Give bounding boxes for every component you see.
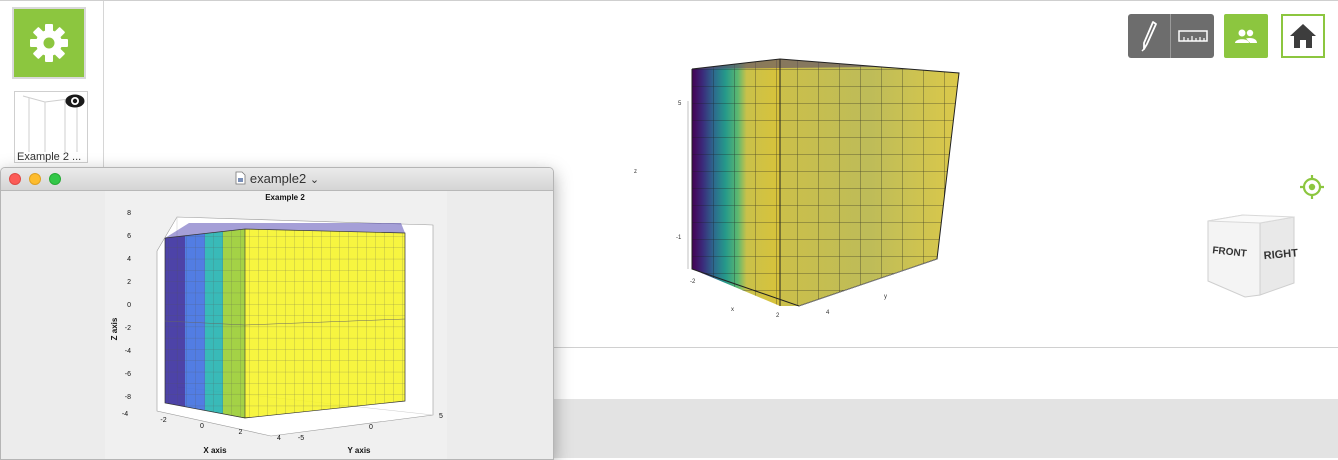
window-title[interactable]: example2 ⌄	[1, 171, 553, 188]
measure-button[interactable]	[1171, 14, 1214, 58]
chevron-down-icon[interactable]: ⌄	[309, 174, 320, 186]
home-button[interactable]	[1281, 14, 1325, 58]
z-tick-label: 8	[127, 210, 131, 217]
viewport-tick-z-mid: -1	[676, 235, 682, 241]
figure-window[interactable]: example2 ⌄	[0, 167, 554, 460]
viewcube-right-label[interactable]: RIGHT	[1263, 247, 1298, 262]
thumbnail-label: Example 2 ...	[17, 151, 82, 163]
collaborators-button[interactable]	[1224, 14, 1268, 58]
z-tick-label: 6	[127, 233, 131, 240]
plot-ylabel: Y axis	[348, 446, 372, 455]
z-tick-label: 2	[127, 279, 131, 286]
x-tick-label: 0	[200, 423, 204, 430]
settings-button[interactable]	[12, 7, 86, 79]
viewcube-front-label[interactable]: FRONT	[1212, 245, 1247, 260]
draw-button[interactable]	[1128, 14, 1171, 58]
view-cube[interactable]: FRONT RIGHT	[1200, 211, 1310, 301]
x-tick-label: 4	[277, 435, 281, 442]
viewport-tick-x-left: -2	[690, 279, 696, 285]
gear-icon	[30, 24, 68, 62]
window-title-text: example2	[249, 171, 307, 186]
plot-xlabel: X axis	[203, 446, 227, 455]
z-tick-label: -6	[125, 371, 131, 378]
pen-icon	[1141, 21, 1157, 52]
viewport-tick-y-mid: 4	[826, 310, 830, 316]
viewport-label-z: z	[634, 169, 637, 175]
eye-icon[interactable]	[65, 94, 85, 113]
ruler-icon	[1177, 30, 1208, 42]
z-tick-label: -4	[125, 348, 131, 355]
users-icon	[1235, 29, 1257, 43]
viewport-tick-z-top: 5	[678, 101, 682, 107]
viewport-label-x: x	[731, 307, 734, 313]
z-tick-label: 0	[127, 302, 131, 309]
document-icon	[235, 171, 246, 188]
locate-icon	[1300, 175, 1324, 199]
viewport-tick-x-mid: 2	[776, 313, 780, 319]
z-tick-label: 4	[127, 256, 131, 263]
y-tick-label: -5	[298, 435, 304, 442]
x-tick-label: -2	[160, 417, 166, 424]
zoom-window-button[interactable]	[49, 173, 61, 185]
window-titlebar[interactable]: example2 ⌄	[1, 168, 553, 191]
volume-top-face	[165, 223, 405, 238]
close-window-button[interactable]	[9, 173, 21, 185]
plot-title: Example 2	[265, 193, 305, 202]
plot-zlabel: Z axis	[110, 317, 119, 340]
y-tick-label: 0	[369, 424, 373, 431]
3d-volume-render: 5 -1 z -2 x 2 4 y	[634, 58, 960, 319]
z-tick-label: -2	[125, 325, 131, 332]
matlab-3d-plot: Example 2 Z axis X axis Y axis 8 6 4 2 0 -2 -4…	[110, 193, 443, 455]
tool-button-group	[1128, 14, 1216, 58]
3d-viewport[interactable]: 5 -1 z -2 x 2 4 y	[104, 1, 1338, 347]
x-tick-label: -4	[122, 411, 128, 418]
viewport-label-y: y	[884, 294, 887, 300]
y-tick-label: 5	[439, 413, 443, 420]
x-tick-label: 2	[239, 429, 243, 436]
locate-button[interactable]	[1298, 173, 1326, 201]
minimize-window-button[interactable]	[29, 173, 41, 185]
home-icon	[1290, 24, 1316, 48]
model-thumbnail[interactable]: Example 2 ...	[14, 91, 88, 163]
figure-canvas: Example 2 Z axis X axis Y axis 8 6 4 2 0 -2 -4…	[105, 191, 447, 459]
z-tick-label: -8	[125, 394, 131, 401]
